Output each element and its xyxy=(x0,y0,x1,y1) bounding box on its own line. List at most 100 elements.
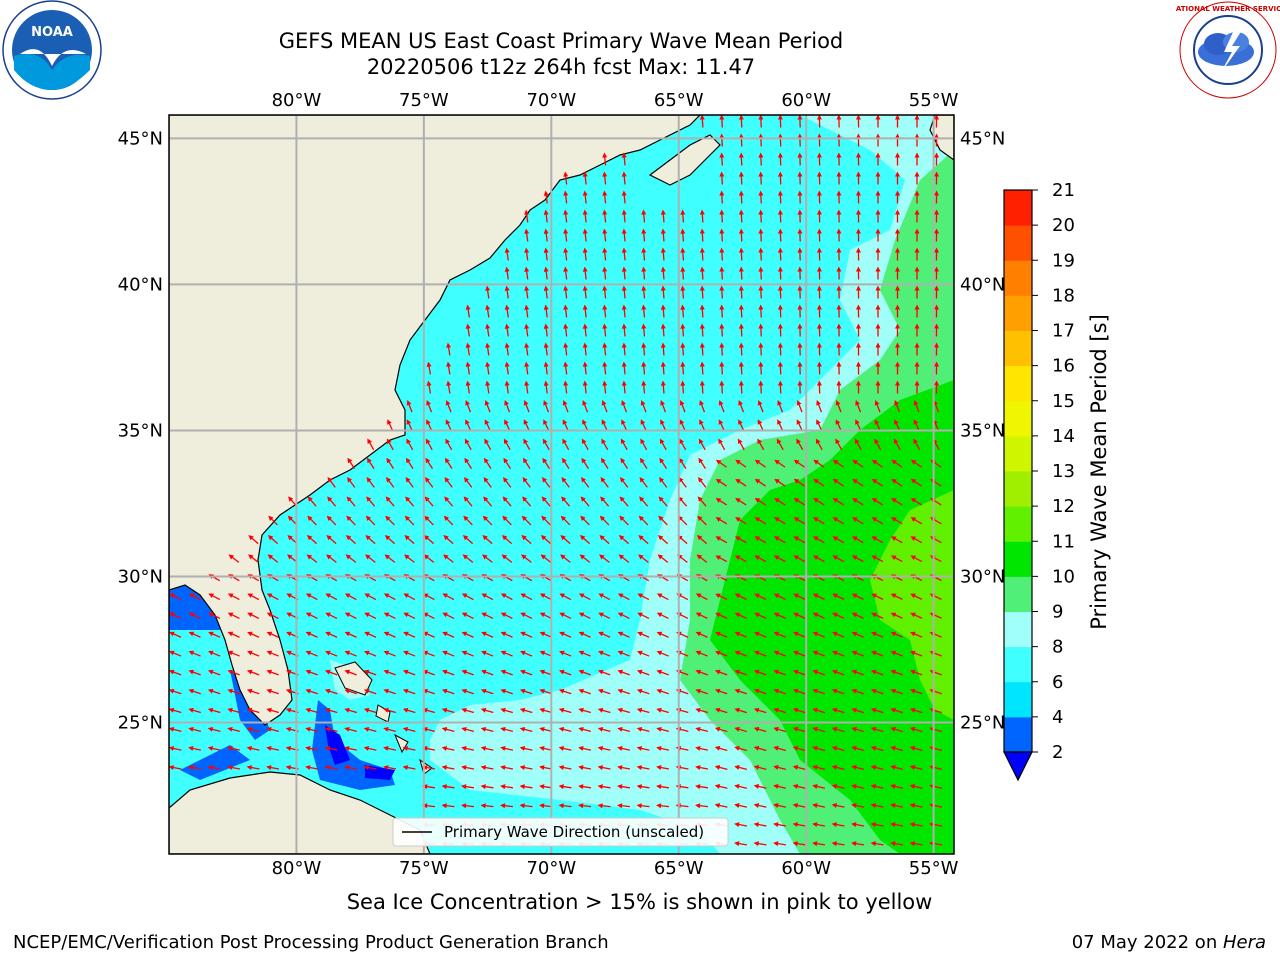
wave-arrow-head xyxy=(738,247,744,253)
wave-arrow-head xyxy=(641,285,647,291)
wave-arrow-head xyxy=(188,688,194,694)
wave-arrow-head xyxy=(446,380,452,386)
lat-tick-label-left: 40°N xyxy=(118,274,163,295)
wave-arrow-head xyxy=(539,612,546,618)
wave-arrow-head xyxy=(660,209,666,215)
wave-arrow-head xyxy=(481,650,487,656)
wave-arrow-head xyxy=(248,535,254,541)
wave-arrow-head xyxy=(384,535,391,541)
wave-arrow-head xyxy=(832,478,839,484)
wave-arrow-head xyxy=(758,323,764,329)
wave-arrow-head xyxy=(851,631,858,637)
wave-arrow-head xyxy=(699,400,704,406)
wave-arrow-head xyxy=(600,476,606,483)
wave-arrow-head xyxy=(582,380,588,386)
wave-arrow-head xyxy=(383,726,389,732)
wave-arrow-head xyxy=(324,688,331,694)
wave-arrow-head xyxy=(620,476,626,483)
wave-arrow-head xyxy=(188,726,194,732)
wave-arrow-head xyxy=(580,515,586,521)
wave-arrow-head xyxy=(875,323,881,329)
wave-arrow-head xyxy=(307,515,313,521)
wave-arrow-head xyxy=(812,784,818,789)
wave-arrow-head xyxy=(501,554,508,560)
wave-arrow-head xyxy=(836,152,842,158)
wave-arrow-head xyxy=(695,765,701,771)
wave-arrow-head xyxy=(777,133,783,139)
wave-arrow-head xyxy=(875,361,881,367)
wave-arrow-head xyxy=(890,822,896,828)
wave-arrow-head xyxy=(287,515,294,521)
wave-arrow-head xyxy=(697,496,703,502)
wave-arrow-head xyxy=(597,669,604,675)
lon-tick-label-top: 80°W xyxy=(272,90,322,111)
wave-arrow-head xyxy=(793,631,799,637)
wave-arrow-head xyxy=(578,707,584,713)
wave-arrow-head xyxy=(855,171,861,177)
wave-arrow-head xyxy=(851,764,857,770)
wave-arrow-head xyxy=(305,707,311,713)
wave-arrow-head xyxy=(836,133,842,139)
wave-arrow-head xyxy=(617,650,624,656)
wave-arrow-head xyxy=(405,476,411,483)
wave-arrow-head xyxy=(734,803,740,808)
wave-arrow-head xyxy=(660,380,666,386)
wave-arrow-head xyxy=(637,593,643,599)
wave-arrow-head xyxy=(875,190,881,196)
wave-arrow-head xyxy=(363,707,370,713)
wave-arrow-head xyxy=(812,745,818,751)
wave-arrow-head xyxy=(812,669,819,675)
wave-arrow-head xyxy=(718,400,724,406)
wave-arrow-head xyxy=(914,133,920,139)
wave-arrow-head xyxy=(578,631,585,637)
wave-arrow-head xyxy=(680,209,686,215)
wave-arrow-head xyxy=(894,323,900,329)
wave-arrow-head xyxy=(855,209,861,215)
wave-arrow-head xyxy=(500,765,506,771)
wave-arrow-head xyxy=(582,190,588,196)
wave-arrow-head xyxy=(812,688,818,694)
wave-arrow-head xyxy=(910,478,917,484)
wave-arrow-head xyxy=(325,631,331,637)
wave-arrow-head xyxy=(851,745,857,751)
wave-arrow-head xyxy=(773,536,780,541)
wave-arrow-head xyxy=(851,612,858,618)
graticule xyxy=(169,115,954,854)
wave-arrow-head xyxy=(228,554,235,560)
wave-arrow-head xyxy=(287,535,293,541)
wave-arrow-head xyxy=(870,822,876,828)
wave-arrow-head xyxy=(816,152,822,158)
wave-arrow-head xyxy=(714,707,721,713)
wave-arrow-head xyxy=(188,765,194,771)
wave-arrow-head xyxy=(558,765,564,771)
wave-arrow-head xyxy=(344,650,351,656)
wave-arrow-head xyxy=(836,323,842,329)
wave-arrow-head xyxy=(539,784,545,790)
wave-arrow-head xyxy=(227,650,234,656)
wave-arrow-head xyxy=(383,650,390,656)
wave-arrow-head xyxy=(383,612,390,618)
wave-arrow-head xyxy=(813,498,819,503)
wave-arrow-head xyxy=(793,593,799,599)
wave-arrow-head xyxy=(227,746,233,751)
wave-arrow-head xyxy=(465,361,471,367)
wave-arrow-head xyxy=(346,515,352,521)
wave-arrow-head xyxy=(777,361,783,367)
lon-tick-label-bottom: 70°W xyxy=(526,858,576,879)
wave-arrow-head xyxy=(482,535,488,541)
wave-arrow-head xyxy=(738,152,744,158)
lon-tick-label-top: 60°W xyxy=(781,90,831,111)
wave-arrow-head xyxy=(719,304,725,310)
wave-arrow-head xyxy=(777,209,783,215)
wave-arrow-head xyxy=(816,228,822,234)
wave-arrow-head xyxy=(424,496,430,502)
wave-arrow-head xyxy=(757,400,763,406)
lat-tick-label-left: 30°N xyxy=(118,567,163,588)
colorbar: 2 4 6 8 9 10 11 12 13 14 15 16 17 18 19 20 21 xyxy=(1003,180,1075,782)
wave-arrow-head xyxy=(758,266,764,272)
colorbar-segment xyxy=(1004,260,1032,296)
wave-arrow-head xyxy=(169,726,175,732)
wave-arrow-head xyxy=(835,438,840,445)
wave-arrow-head xyxy=(504,323,510,329)
wave-arrow-head xyxy=(305,765,311,771)
